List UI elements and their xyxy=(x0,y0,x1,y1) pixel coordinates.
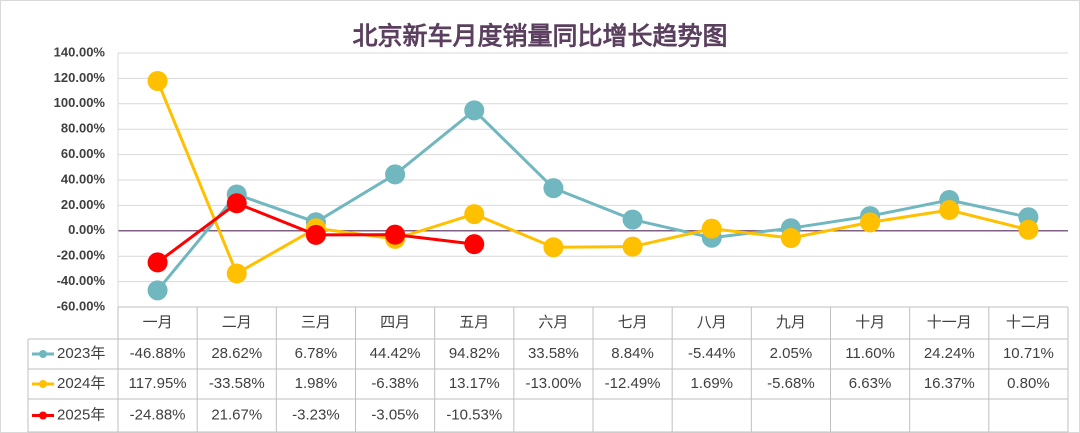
table-value: 0.80% xyxy=(1007,375,1050,392)
x-tick-label: 九月 xyxy=(776,314,806,331)
table-value: 6.63% xyxy=(849,375,892,392)
x-tick-label: 十月 xyxy=(855,314,885,331)
data-point xyxy=(226,193,247,214)
legend-marker xyxy=(39,380,47,388)
x-tick-label: 五月 xyxy=(459,314,489,331)
data-point xyxy=(385,164,406,185)
x-tick-label: 六月 xyxy=(538,314,568,331)
data-point xyxy=(543,178,564,199)
data-point xyxy=(385,224,406,245)
data-point xyxy=(464,234,485,255)
table-value: 94.82% xyxy=(449,345,500,362)
data-point xyxy=(622,236,643,257)
table-value: 6.78% xyxy=(295,345,338,362)
x-tick-label: 四月 xyxy=(380,314,410,331)
table-value: 33.58% xyxy=(528,345,579,362)
x-tick-label: 七月 xyxy=(618,314,648,331)
x-tick-label: 一月 xyxy=(143,314,173,331)
x-tick-label: 十一月 xyxy=(927,314,972,331)
data-point xyxy=(701,218,722,239)
x-tick-label: 十二月 xyxy=(1006,314,1051,331)
series-line xyxy=(156,80,1029,276)
table-value: -12.49% xyxy=(605,375,661,392)
table-value: -33.58% xyxy=(209,375,265,392)
table-value: -13.00% xyxy=(525,375,581,392)
x-tick-label: 三月 xyxy=(301,314,331,331)
y-tick-label: 100.00% xyxy=(54,95,106,110)
data-point xyxy=(147,280,168,301)
data-point xyxy=(939,200,960,221)
y-tick-label: 60.00% xyxy=(61,146,106,161)
legend-label: 2024年 xyxy=(57,375,105,392)
y-tick-label: 0.00% xyxy=(68,222,105,237)
data-point xyxy=(780,228,801,249)
table-value: 21.67% xyxy=(211,406,262,423)
table-value: -46.88% xyxy=(130,345,186,362)
table-value: 44.42% xyxy=(370,345,421,362)
data-point xyxy=(305,224,326,245)
y-tick-label: 140.00% xyxy=(54,44,106,59)
table-value: 2.05% xyxy=(770,345,813,362)
y-tick-label: 80.00% xyxy=(61,121,106,136)
table-value: 11.60% xyxy=(845,345,895,362)
data-point xyxy=(464,204,485,225)
table-value: 16.37% xyxy=(924,375,975,392)
table-value: 24.24% xyxy=(924,345,975,362)
data-point xyxy=(622,209,643,230)
table-value: -6.38% xyxy=(371,375,419,392)
legend-marker xyxy=(39,411,47,420)
data-point xyxy=(147,252,168,273)
table-value: -5.44% xyxy=(688,345,736,362)
table-value: 10.71% xyxy=(1003,345,1054,362)
y-tick-label: 40.00% xyxy=(61,171,106,186)
x-tick-label: 二月 xyxy=(222,314,252,331)
data-point xyxy=(147,71,168,92)
table-value: -10.53% xyxy=(446,406,502,423)
table-value: -3.05% xyxy=(371,406,419,423)
table-value: 28.62% xyxy=(211,345,262,362)
table-value: -24.88% xyxy=(130,406,186,423)
legend-label: 2023年 xyxy=(57,345,105,362)
table-value: 1.69% xyxy=(690,375,733,392)
legend-marker xyxy=(39,350,47,358)
table-value: 1.98% xyxy=(295,375,338,392)
y-tick-label: -20.00% xyxy=(57,248,106,263)
table-value: -5.68% xyxy=(767,375,815,392)
table-value: 117.95% xyxy=(129,375,187,392)
table-value: -3.23% xyxy=(292,406,340,423)
series-line xyxy=(156,108,1029,292)
data-point xyxy=(226,263,247,284)
chart-title: 北京新车月度销量同比增长趋势图 xyxy=(352,22,727,51)
y-tick-label: -60.00% xyxy=(57,298,106,313)
data-point xyxy=(860,212,881,233)
legend-label: 2025年 xyxy=(57,406,105,423)
y-tick-label: 120.00% xyxy=(54,70,106,85)
y-tick-label: -40.00% xyxy=(57,273,106,288)
table-value: 8.84% xyxy=(611,345,654,362)
x-tick-label: 八月 xyxy=(697,314,727,331)
table-value: 13.17% xyxy=(449,375,500,392)
data-point xyxy=(1018,219,1039,240)
data-point xyxy=(543,237,564,258)
data-point xyxy=(464,100,485,121)
y-tick-label: 20.00% xyxy=(61,197,106,212)
